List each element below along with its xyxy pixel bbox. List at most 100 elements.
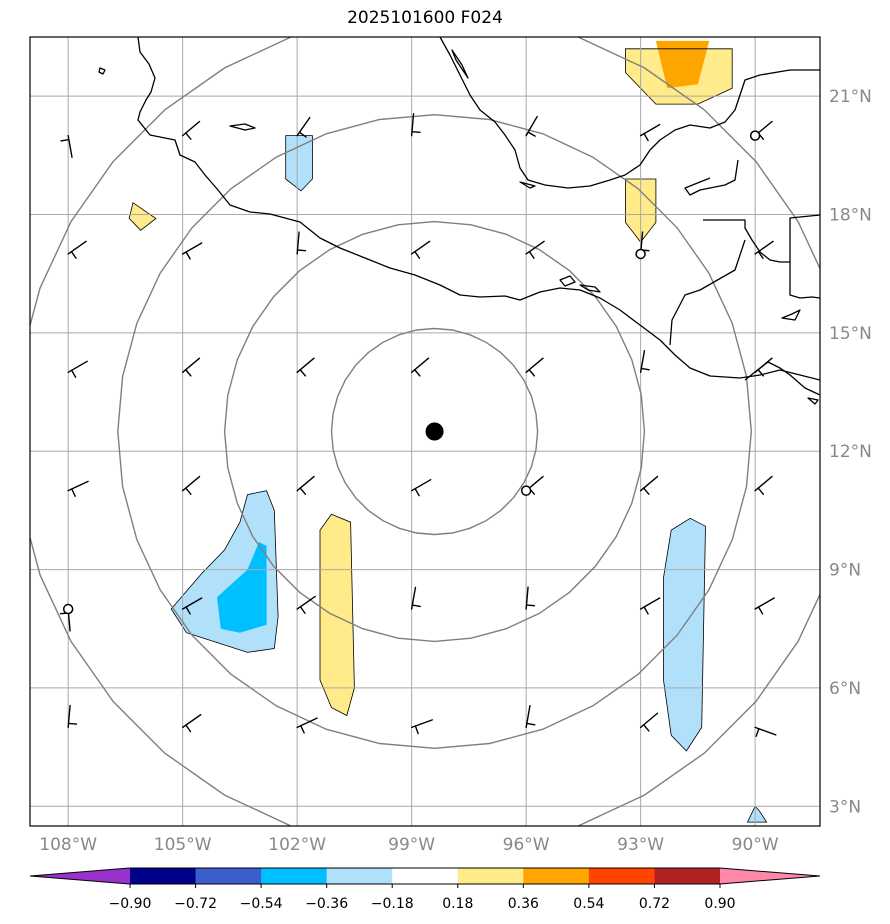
- lat-tick-label: 3°N: [829, 797, 861, 817]
- map-frame: [29, 36, 821, 827]
- colorbar-tick-label: −0.18: [371, 896, 414, 912]
- wind-barb: [181, 714, 202, 733]
- wind-barb: [410, 240, 431, 259]
- anomaly-fill-layer: [128, 40, 768, 823]
- range-ring-2: [223, 220, 646, 643]
- wind-barb: [754, 357, 773, 377]
- station-marker: [62, 603, 74, 615]
- station-marker: [520, 485, 532, 496]
- coastlines: [98, 37, 820, 405]
- wind-barb: [525, 357, 544, 377]
- wind-barb: [67, 240, 87, 259]
- wind-barb: [67, 480, 89, 497]
- station-marker: [749, 130, 761, 141]
- wind-barb: [296, 717, 318, 734]
- wind-barb: [639, 349, 650, 374]
- lon-tick-label: 93°W: [617, 835, 664, 855]
- colorbar-tick-label: 0.18: [442, 896, 473, 912]
- wind-barb: [754, 597, 775, 615]
- wind-barb: [410, 113, 421, 137]
- wind-barb: [60, 134, 73, 158]
- colorbar-tick-label: 0.54: [573, 896, 604, 912]
- colorbar-segment: [195, 868, 262, 884]
- station-marker: [635, 248, 646, 260]
- colorbar-tick-label: −0.36: [305, 896, 348, 912]
- wind-barb: [181, 357, 201, 377]
- wind-barb: [754, 475, 773, 495]
- station-markers: [62, 130, 761, 615]
- anomaly-patch-1: [655, 40, 710, 89]
- colorbar-segment: [130, 868, 197, 884]
- contour-line-4: [285, 135, 313, 192]
- wind-barb: [296, 116, 311, 138]
- colorbar-segment: [261, 868, 328, 884]
- colorbar-segment: [654, 868, 721, 884]
- anomaly-patch-6: [217, 542, 267, 633]
- contour-line-5: [170, 490, 279, 653]
- anomaly-patch-9: [747, 806, 767, 823]
- wind-barb: [525, 240, 545, 259]
- latitude-labels: 21°N 18°N 15°N 12°N 9°N 6°N 3°N: [829, 87, 872, 817]
- lat-tick-label: 15°N: [829, 324, 872, 344]
- colorbar-segment: [392, 868, 459, 884]
- wind-barb: [296, 595, 316, 614]
- lat-tick-label: 12°N: [829, 442, 872, 462]
- range-ring-3: [117, 113, 753, 750]
- lon-tick-label: 108°W: [39, 835, 97, 855]
- contour-line-0: [625, 48, 733, 105]
- colorbar-tick-label: −0.90: [109, 896, 152, 912]
- colorbar-extend-min: [30, 868, 130, 884]
- wind-barb: [67, 360, 88, 378]
- range-rings: [30, 37, 820, 826]
- colorbar-tick-label: 0.90: [704, 896, 735, 912]
- range-ring-1: [330, 327, 539, 536]
- wind-barb: [525, 705, 536, 729]
- plot-title: 2025101600 F024: [347, 8, 503, 28]
- lat-tick-label: 9°N: [829, 561, 861, 581]
- lat-tick-label: 21°N: [829, 87, 872, 107]
- wind-barb: [754, 726, 777, 737]
- wind-barb: [410, 586, 421, 610]
- lat-tick-label: 18°N: [829, 206, 872, 226]
- wind-barbs: [59, 113, 777, 737]
- anomaly-patch-8: [663, 518, 706, 751]
- range-ring-4: [30, 37, 820, 826]
- wind-barb: [639, 475, 659, 495]
- lon-tick-label: 105°W: [154, 835, 212, 855]
- storm-center-marker: [425, 422, 444, 441]
- wind-barb: [181, 475, 201, 495]
- colorbar-extend-max: [720, 868, 820, 884]
- colorbar-segment: [457, 868, 524, 884]
- lon-tick-label: 96°W: [503, 835, 550, 855]
- contour-line-8: [663, 517, 706, 752]
- wind-barb: [525, 586, 536, 610]
- contour-line-2: [625, 178, 657, 243]
- colorbar-outline: [29, 867, 821, 885]
- colorbar-tick-label: 0.72: [639, 896, 670, 912]
- wind-barb: [639, 123, 661, 142]
- wind-barb: [410, 478, 432, 497]
- wind-barb: [296, 475, 315, 495]
- longitude-labels: 108°W 105°W 102°W 99°W 96°W 93°W 90°W: [39, 835, 778, 855]
- colorbar-tick-label: 0.36: [508, 896, 539, 912]
- colorbar-segment: [523, 868, 590, 884]
- lon-tick-label: 99°W: [388, 835, 435, 855]
- anomaly-patch-7: [320, 514, 355, 716]
- lat-tick-label: 6°N: [829, 679, 861, 699]
- map-figure: 108°W 105°W 102°W 99°W 96°W 93°W 90°W 21°N 18°N…: [29, 36, 872, 855]
- wind-barb: [67, 704, 78, 729]
- lon-tick-label: 90°W: [732, 835, 779, 855]
- gridlines: [30, 37, 820, 826]
- colorbar-tick-label: −0.72: [174, 896, 217, 912]
- contour-line-7: [319, 513, 355, 717]
- wind-barb: [754, 240, 774, 259]
- colorbar-segment: [588, 868, 655, 884]
- colorbar-tick-label: −0.54: [240, 896, 283, 912]
- wind-barb: [296, 231, 307, 255]
- wind-barb: [181, 597, 203, 615]
- wind-barb: [181, 120, 201, 140]
- wind-barb: [296, 357, 315, 377]
- contour-line-3: [128, 202, 157, 231]
- lon-tick-label: 102°W: [268, 835, 326, 855]
- colorbar-segment: [326, 868, 393, 884]
